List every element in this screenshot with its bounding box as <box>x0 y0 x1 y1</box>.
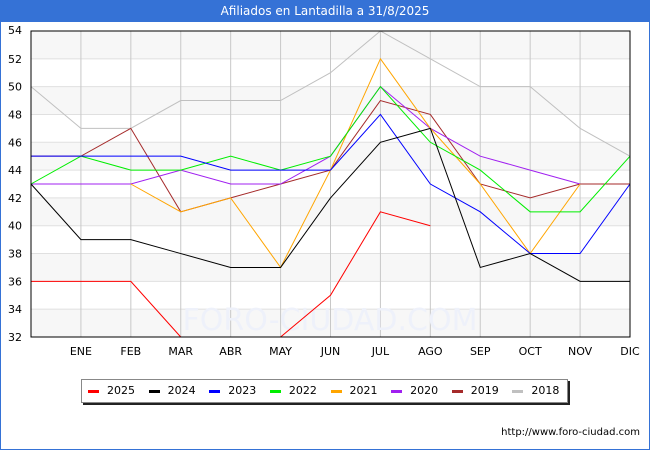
legend-swatch <box>330 389 342 393</box>
x-tick-label: ENE <box>70 345 92 358</box>
y-tick-label: 50 <box>8 81 22 94</box>
watermark: FORO-CIUDAD.COM <box>183 303 478 338</box>
legend-item-2021: 2021 <box>330 380 386 402</box>
series-lines <box>30 30 631 338</box>
y-tick-label: 32 <box>8 331 22 344</box>
legend-item-2018: 2018 <box>512 380 567 402</box>
series-line-2025 <box>31 280 182 338</box>
y-tick-label: 42 <box>8 192 22 205</box>
legend-label: 2022 <box>288 384 317 397</box>
x-tick-label: NOV <box>568 345 593 358</box>
legend-item-2024: 2024 <box>148 380 204 402</box>
y-tick-label: 54 <box>8 24 22 37</box>
y-tick-label: 46 <box>8 136 22 149</box>
x-tick-label: OCT <box>519 345 542 358</box>
y-tick-label: 40 <box>8 220 22 233</box>
legend-item-2025: 2025 <box>88 380 143 402</box>
legend-item-2023: 2023 <box>209 380 264 402</box>
y-tick-label: 38 <box>8 248 22 261</box>
x-tick-label: MAR <box>168 345 193 358</box>
legend: 2025 2024 2023 2022 2021 2020 2019 2018 <box>81 379 568 403</box>
plot-border <box>30 30 631 338</box>
x-tick-label: SEP <box>470 345 491 358</box>
legend-label: 2018 <box>531 384 560 397</box>
legend-label: 2024 <box>167 384 196 397</box>
legend-item-2020: 2020 <box>391 380 446 402</box>
y-tick-label: 36 <box>8 275 22 288</box>
footer-url: http://www.foro-ciudad.com <box>501 427 640 438</box>
x-tick-label: JUN <box>320 345 341 358</box>
series-line-2025 <box>280 211 431 338</box>
legend-label: 2023 <box>228 384 257 397</box>
legend-label: 2020 <box>410 384 439 397</box>
y-tick-label: 52 <box>8 53 22 66</box>
series-line-2021 <box>130 57 581 269</box>
legend-swatch <box>391 389 403 393</box>
x-tick-label: AGO <box>418 345 443 358</box>
x-tick-label: FEB <box>120 345 141 358</box>
y-tick-label: 44 <box>8 164 22 177</box>
legend-swatch <box>451 389 463 393</box>
chart-title: Afiliados en Lantadilla a 31/8/2025 <box>0 0 650 22</box>
y-tick-label: 34 <box>8 303 22 316</box>
y-tick-label: 48 <box>8 108 22 121</box>
legend-label: 2021 <box>349 384 378 397</box>
legend-swatch <box>512 389 524 393</box>
x-tick-label: JUL <box>371 345 390 358</box>
legend-swatch <box>88 389 99 393</box>
x-tick-label: DIC <box>620 345 640 358</box>
x-axis-ticks: ENE FEB MAR ABR MAY JUN JUL AGO SEP OCT NOV DIC <box>70 345 640 358</box>
legend-item-2019: 2019 <box>451 380 507 402</box>
series-line-2022 <box>30 85 631 213</box>
y-axis-ticks: 32 34 36 38 40 42 44 46 48 50 52 54 <box>8 24 22 344</box>
x-tick-label: MAY <box>269 345 292 358</box>
x-tick-label: ABR <box>219 345 242 358</box>
legend-swatch <box>148 389 160 393</box>
legend-swatch <box>209 389 221 393</box>
legend-swatch <box>269 389 281 393</box>
legend-label: 2025 <box>107 384 135 397</box>
series-line-2024 <box>30 127 630 282</box>
legend-item-2022: 2022 <box>269 380 325 402</box>
legend-label: 2019 <box>470 384 499 397</box>
